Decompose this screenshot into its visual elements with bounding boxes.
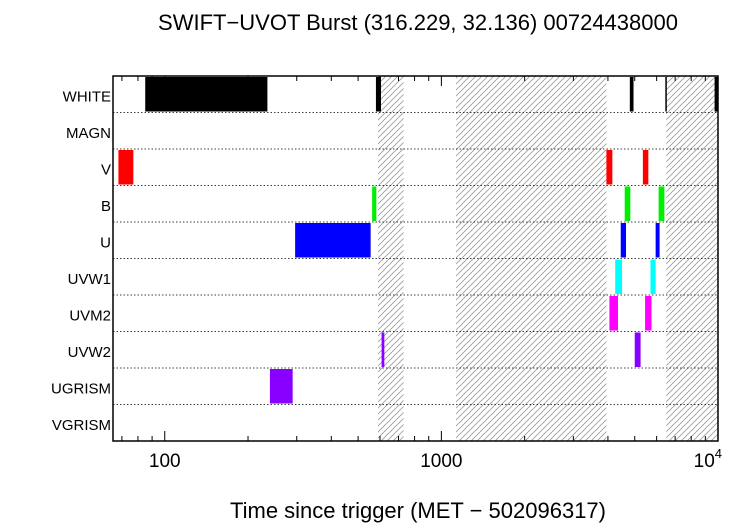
x-tick-exponent: 4 <box>715 446 722 461</box>
exposure-bar-white <box>714 77 718 112</box>
exposure-bar-white <box>375 77 382 112</box>
filter-label-magn: MAGN <box>66 125 111 142</box>
exposure-bar-b <box>624 186 631 221</box>
exposure-bar-v <box>642 150 649 185</box>
exposure-bar-white <box>145 77 268 112</box>
exposure-bars <box>118 77 718 404</box>
exposure-bar-uvw2 <box>381 332 385 367</box>
filter-label-uvw1: UVW1 <box>68 271 111 288</box>
exposure-bar-u <box>295 223 371 258</box>
exposure-bar-v <box>606 150 613 185</box>
exposure-bar-v <box>118 150 134 185</box>
filter-label-uvw2: UVW2 <box>68 344 111 361</box>
filter-label-u: U <box>100 234 111 251</box>
exposure-bar-uvw1 <box>650 259 656 294</box>
x-tick-label: 100 <box>149 451 181 472</box>
filter-label-white: WHITE <box>63 88 111 105</box>
x-axis-label: Time since trigger (MET − 502096317) <box>230 498 606 523</box>
x-axis-ticks: 100 1000 104 <box>121 76 722 472</box>
exposure-bar-u <box>655 223 660 258</box>
filter-label-uvm2: UVM2 <box>69 307 111 324</box>
chart-title: SWIFT−UVOT Burst (316.229, 32.136) 00724… <box>158 10 678 35</box>
exposure-bar-ugrism <box>269 369 293 404</box>
filter-label-b: B <box>101 198 111 215</box>
exposure-bar-white <box>665 77 667 112</box>
exposure-bar-b <box>658 186 665 221</box>
filter-label-vgrism: VGRISM <box>52 417 111 434</box>
exposure-bar-white <box>629 77 634 112</box>
filter-label-ugrism: UGRISM <box>51 380 111 397</box>
x-tick-label: 104 <box>694 446 722 472</box>
exposure-bar-u <box>620 223 627 258</box>
hatched-interval-1 <box>456 76 607 441</box>
filter-rows: WHITE MAGN V B U UVW1 UVM2 UVW2 UGRISM VGRISM <box>51 88 718 434</box>
exposure-bar-uvw1 <box>615 259 623 294</box>
exposure-bar-uvm2 <box>645 296 652 331</box>
filter-label-v: V <box>101 161 111 178</box>
exposure-bar-b <box>372 186 377 221</box>
exposure-bar-uvw2 <box>634 332 641 367</box>
x-tick-label: 1000 <box>420 451 462 472</box>
exposure-bar-uvm2 <box>609 296 618 331</box>
plot-frame <box>112 75 719 442</box>
